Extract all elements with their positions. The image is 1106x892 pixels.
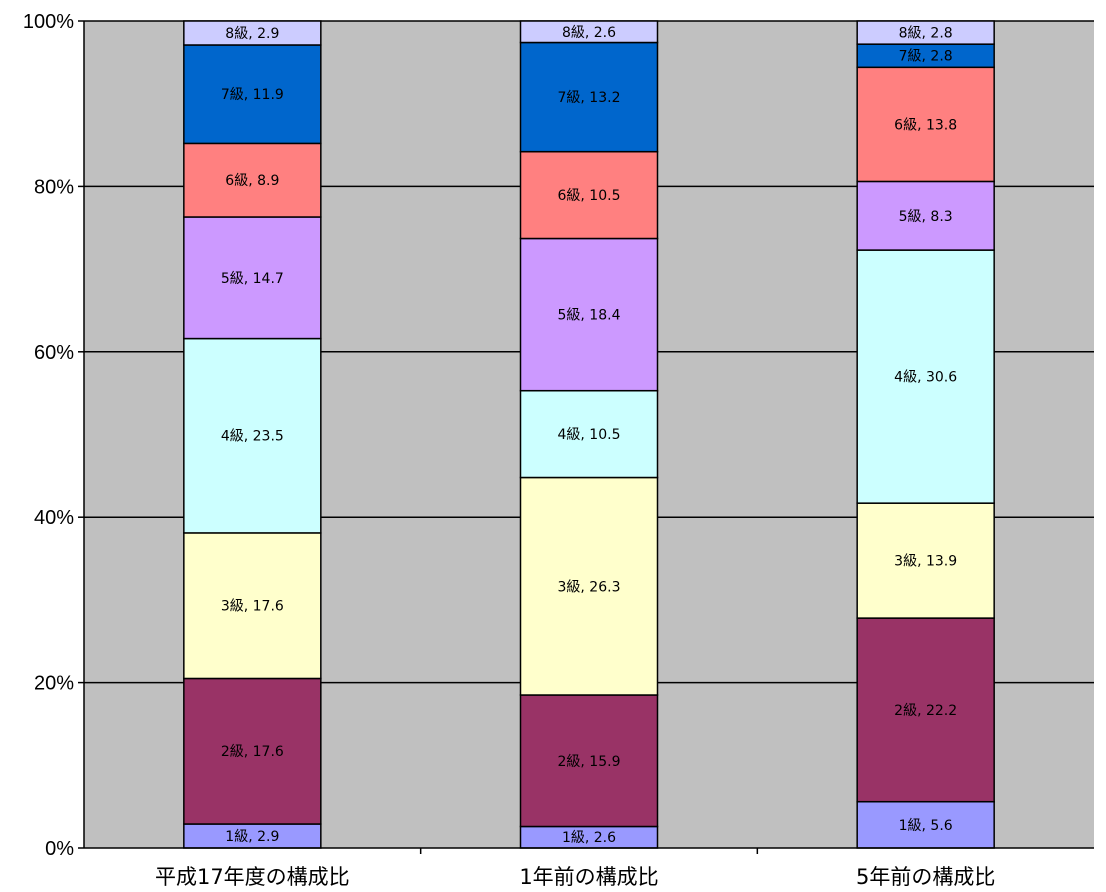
bar-segment-cat3-series6 [856,66,995,183]
data-label-cat3-series1: 1級, 5.6 [899,818,953,834]
segment-labels: 1級, 2.9 2級, 17.6 3級, 17.6 4級, 23.5 5級, 14.7 6… [221,25,957,846]
data-label-cat1-series4: 4級, 23.5 [221,429,284,445]
data-label-cat2-series5: 5級, 18.4 [558,308,621,324]
bar-segment-cat2-series4 [519,389,659,479]
y-tick-label: 80% [34,176,74,198]
bar-segment-cat1-series8 [183,20,322,46]
bar-segment-cat2-series3 [519,476,659,696]
y-tick-labels: 0% 20% 40% 60% 80% 100% [23,11,74,860]
y-tick-label: 20% [34,673,74,695]
data-label-cat1-series7: 7級, 11.9 [221,87,284,103]
data-label-cat1-series2: 2級, 17.6 [221,744,284,760]
bar-segment-cat2-series7 [519,41,659,153]
data-label-cat2-series7: 7級, 13.2 [558,90,621,106]
data-label-cat3-series6: 6級, 13.8 [894,117,957,133]
y-tick-label: 40% [34,507,74,529]
data-label-cat1-series3: 3級, 17.6 [221,599,284,615]
data-label-cat2-series6: 6級, 10.5 [558,188,621,204]
bars [183,20,995,849]
bar-segment-cat3-series4 [856,249,995,504]
data-label-cat2-series1: 1級, 2.6 [562,830,616,846]
bar-segment-cat1-series5 [183,216,322,340]
data-label-cat2-series3: 3級, 26.3 [558,579,621,595]
data-label-cat3-series2: 2級, 22.2 [894,703,957,719]
x-tick-label: 平成17年度の構成比 [155,865,350,889]
bar-segment-cat3-series2 [856,617,995,803]
x-tick-label: 1年前の構成比 [519,865,658,889]
bar-segment-cat2-series5 [519,237,659,392]
data-label-cat3-series8: 8級, 2.8 [899,26,953,42]
data-label-cat3-series5: 5級, 8.3 [899,209,953,225]
data-label-cat3-series3: 3級, 13.9 [894,554,957,570]
y-tick-label: 100% [23,11,74,33]
bar-segment-cat1-series4 [183,337,322,534]
x-tick-label: 5年前の構成比 [856,865,995,889]
data-label-cat3-series4: 4級, 30.6 [894,370,957,386]
bar-segment-cat3-series1 [856,800,995,849]
category-labels: 平成17年度の構成比 1年前の構成比 5年前の構成比 [155,865,995,889]
data-label-cat2-series2: 2級, 15.9 [558,754,621,770]
bar-segment-cat2-series8 [519,20,659,44]
data-label-cat2-series4: 4級, 10.5 [558,427,621,443]
bar-segment-cat3-series3 [856,502,995,619]
data-label-cat1-series1: 1級, 2.9 [225,829,279,845]
axes [78,20,1094,854]
y-tick-label: 60% [34,342,74,364]
data-label-cat1-series5: 5級, 14.7 [221,271,284,287]
bar-segment-cat3-series5 [856,180,995,251]
bar-segment-cat1-series6 [183,142,322,218]
data-label-cat1-series6: 6級, 8.9 [225,173,279,189]
bar-segment-cat1-series2 [183,677,322,825]
y-tick-label: 0% [45,838,74,860]
data-label-cat3-series7: 7級, 2.8 [899,49,953,65]
data-label-cat1-series8: 8級, 2.9 [225,26,279,42]
bar-segment-cat3-series8 [856,20,995,45]
bar-segment-cat1-series3 [183,532,322,680]
data-label-cat2-series8: 8級, 2.6 [562,25,616,41]
